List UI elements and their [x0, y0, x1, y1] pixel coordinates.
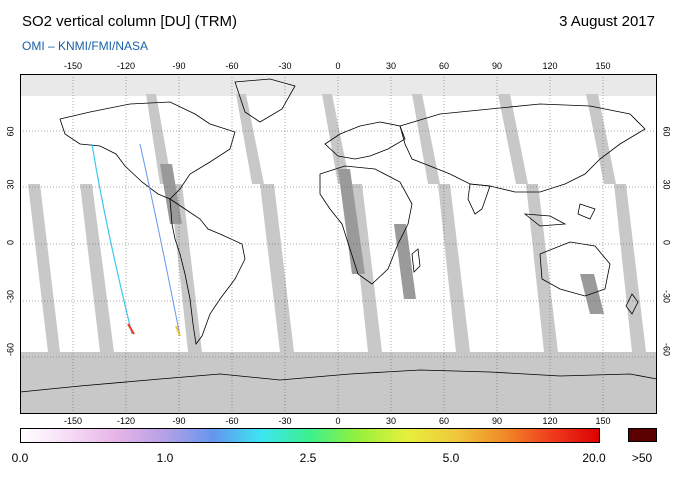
lon-tick-bottom: 30 — [385, 416, 396, 426]
lat-tick-right: 60 — [661, 126, 672, 137]
lat-tick-left: 30 — [5, 179, 16, 190]
colorbar-gradient — [20, 428, 600, 443]
map-frame — [20, 74, 657, 414]
lat-tick-right: 0 — [661, 239, 672, 245]
lon-tick-bottom: 60 — [438, 416, 449, 426]
lat-tick-left: 60 — [5, 126, 16, 137]
north-polar-nodata — [20, 74, 657, 96]
lon-tick-top: -90 — [172, 61, 186, 71]
colorbar-label: 20.0 — [582, 451, 606, 465]
orbit-overlap-land — [160, 164, 604, 314]
lon-tick-top: 120 — [542, 61, 558, 71]
map-date: 3 August 2017 — [559, 13, 655, 30]
colorbar-label: 1.0 — [156, 451, 174, 465]
colorbar-label: 5.0 — [442, 451, 460, 465]
lon-tick-bottom: -120 — [116, 416, 135, 426]
lon-tick-top: 150 — [595, 61, 611, 71]
lon-tick-bottom: 90 — [491, 416, 502, 426]
lon-tick-top: -120 — [116, 61, 135, 71]
lon-tick-bottom: -30 — [278, 416, 292, 426]
graticule — [20, 74, 657, 414]
colorbar-label: 0.0 — [11, 451, 29, 465]
lat-tick-left: 0 — [5, 240, 16, 246]
lat-tick-left: -60 — [5, 343, 16, 357]
lon-tick-top: -150 — [63, 61, 82, 71]
lat-tick-right: -60 — [661, 342, 672, 356]
lon-tick-bottom: 0 — [335, 416, 341, 426]
colorbar-label: 2.5 — [299, 451, 317, 465]
lon-tick-top: -30 — [278, 61, 292, 71]
lon-tick-top: 0 — [335, 61, 341, 71]
data-credit: OMI – KNMI/FMI/NASA — [22, 39, 149, 53]
lon-tick-top: -60 — [225, 61, 239, 71]
colorbar-overflow-swatch — [628, 428, 657, 442]
lon-tick-top: 30 — [385, 61, 396, 71]
lat-tick-left: -30 — [5, 290, 16, 304]
colorbar — [20, 428, 600, 443]
lon-tick-top: 60 — [438, 61, 449, 71]
colorbar-overflow-label: >50 — [631, 451, 653, 465]
lon-tick-top: 90 — [491, 61, 502, 71]
lon-tick-bottom: -90 — [172, 416, 186, 426]
coastlines — [20, 78, 657, 414]
lon-tick-bottom: -60 — [225, 416, 239, 426]
lat-tick-right: -30 — [661, 289, 672, 303]
lon-tick-bottom: -150 — [63, 416, 82, 426]
lat-tick-right: 30 — [661, 179, 672, 190]
so2-world-map — [20, 74, 657, 414]
map-title: SO2 vertical column [DU] (TRM) — [22, 13, 238, 30]
lon-tick-bottom: 120 — [542, 416, 558, 426]
lon-tick-bottom: 150 — [595, 416, 611, 426]
